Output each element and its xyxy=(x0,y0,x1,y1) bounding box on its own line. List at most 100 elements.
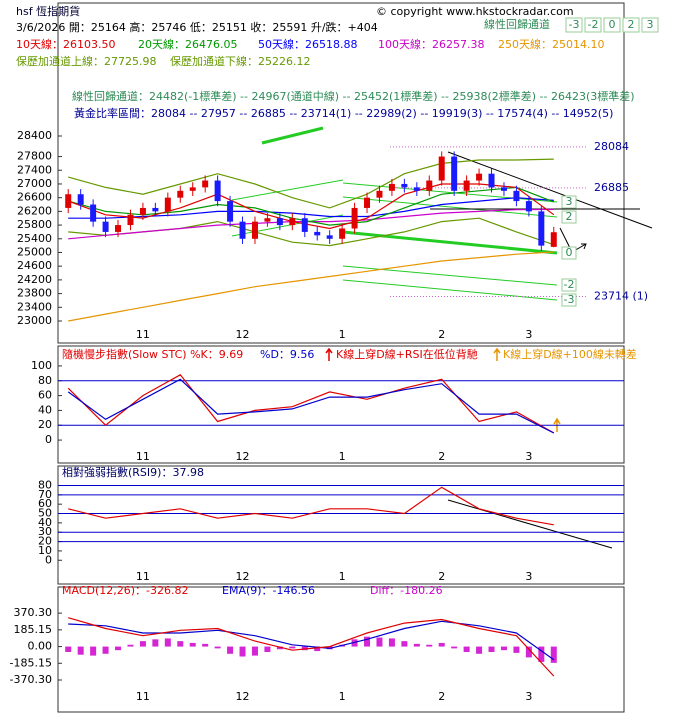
candle-body xyxy=(115,225,122,232)
diff-bar xyxy=(152,639,159,647)
candle-body xyxy=(289,218,296,226)
diff-bar xyxy=(77,646,84,655)
y-tick-label: -185.15 xyxy=(10,656,52,669)
regression-label: 線性回歸通道 xyxy=(484,17,550,31)
stochastic-panel-frame xyxy=(57,345,625,464)
y-tick-label: 25400 xyxy=(17,232,52,245)
panel-title: Diff：-180.26 xyxy=(370,584,443,597)
copyright: © copyright www.hkstockradar.com xyxy=(376,5,574,18)
diff-bar xyxy=(289,646,296,649)
diff-bar xyxy=(401,641,408,647)
channel-line xyxy=(231,179,344,201)
channel-label-box xyxy=(561,293,577,307)
signal-arrow-icon xyxy=(553,417,561,432)
candle-body xyxy=(227,201,234,222)
diff-bar xyxy=(500,646,507,651)
x-tick-label: 11 xyxy=(136,450,150,463)
arrow-head xyxy=(581,243,587,250)
channel-label: 3 xyxy=(566,195,573,208)
candle-body xyxy=(463,180,470,191)
legend-item: 10天線：26103.50 xyxy=(16,37,115,51)
candle-body xyxy=(525,201,532,212)
y-tick-label: -370.30 xyxy=(10,673,52,686)
legend-item: 50天線：26518.88 xyxy=(258,37,357,51)
y-tick-label: 26200 xyxy=(17,204,52,217)
channel-line xyxy=(231,214,344,237)
diff-bar xyxy=(102,646,109,654)
diff-bar xyxy=(538,646,545,662)
panel-title: %D：9.56 xyxy=(260,348,314,361)
x-tick-label: 1 xyxy=(339,328,346,341)
channel-line xyxy=(342,196,558,218)
rsi-trend-line xyxy=(447,499,613,549)
x-tick-label: 3 xyxy=(525,690,532,703)
y-tick-label: 60 xyxy=(38,389,52,402)
x-tick-label: 3 xyxy=(525,570,532,583)
candle-body xyxy=(139,207,146,215)
y-tick-label: 28400 xyxy=(17,129,52,142)
channel-line xyxy=(342,182,558,203)
channel-label-box xyxy=(561,278,577,292)
diff-bar xyxy=(301,646,308,651)
diff-bar xyxy=(251,646,258,656)
series-line xyxy=(67,183,555,230)
diff-bar xyxy=(388,638,395,647)
series-line xyxy=(68,617,555,677)
legend-item: 保歷加通道下線：25226.12 xyxy=(170,54,311,68)
x-tick-label: 11 xyxy=(136,570,150,583)
x-tick-label: 2 xyxy=(438,570,445,583)
diff-bar xyxy=(426,644,433,647)
series-line xyxy=(67,374,555,434)
diff-bar xyxy=(463,646,470,652)
candle-body xyxy=(239,221,246,239)
y-tick-label: 27400 xyxy=(17,163,52,176)
channel-label-box xyxy=(561,195,577,209)
series-line xyxy=(68,158,554,209)
regression-values: 線性回歸通道：24482(-1標準差) -- 24967(通道中線) -- 25… xyxy=(72,89,635,103)
panel-title: 隨機慢步指數(Slow STC) %K：9.69 xyxy=(62,347,243,361)
regression-button-label: -3 xyxy=(569,18,580,31)
decorations xyxy=(231,126,653,549)
fib-level-label: 26885 xyxy=(594,181,629,194)
channel-label: 0 xyxy=(566,246,573,259)
series-line xyxy=(67,378,555,434)
candle-body xyxy=(538,211,545,246)
y-tick-label: 40 xyxy=(38,516,52,529)
diff-bar xyxy=(177,641,184,647)
x-tick-label: 1 xyxy=(339,690,346,703)
candle-body xyxy=(388,183,395,191)
legend-item: 20天線：26476.05 xyxy=(138,37,237,51)
x-tick-label: 1 xyxy=(339,450,346,463)
diff-bar xyxy=(451,646,458,649)
y-tick-label: 20 xyxy=(38,418,52,431)
diff-bar xyxy=(239,646,246,657)
regression-button-label: 2 xyxy=(628,18,635,31)
candle-body xyxy=(426,180,433,191)
candle-body xyxy=(488,173,495,188)
y-tick-label: 24200 xyxy=(17,273,52,286)
x-tick-label: 11 xyxy=(136,690,150,703)
golden-ratio: 黃金比率區間：28084 -- 27957 -- 26885 -- 23714(… xyxy=(74,106,613,120)
diff-bar xyxy=(227,646,234,654)
candle-body xyxy=(513,190,520,202)
diff-bar xyxy=(351,639,358,647)
regression-button-label: -2 xyxy=(588,18,599,31)
y-tick-label: 24600 xyxy=(17,259,52,272)
candle-body xyxy=(326,235,333,239)
y-tick-label: 23000 xyxy=(17,314,52,327)
candle-body xyxy=(202,180,209,188)
candle-body xyxy=(413,187,420,191)
candle-body xyxy=(102,221,109,232)
channel-mid-line xyxy=(342,230,558,255)
candle-body xyxy=(364,197,371,208)
trend-line xyxy=(261,126,324,145)
candle-body xyxy=(500,187,507,191)
x-tick-label: 11 xyxy=(136,328,150,341)
x-tick-label: 2 xyxy=(438,690,445,703)
y-tick-label: 27800 xyxy=(17,150,52,163)
y-tick-label: 50 xyxy=(38,507,52,520)
y-tick-label: 30 xyxy=(38,525,52,538)
diff-bar xyxy=(115,646,122,651)
